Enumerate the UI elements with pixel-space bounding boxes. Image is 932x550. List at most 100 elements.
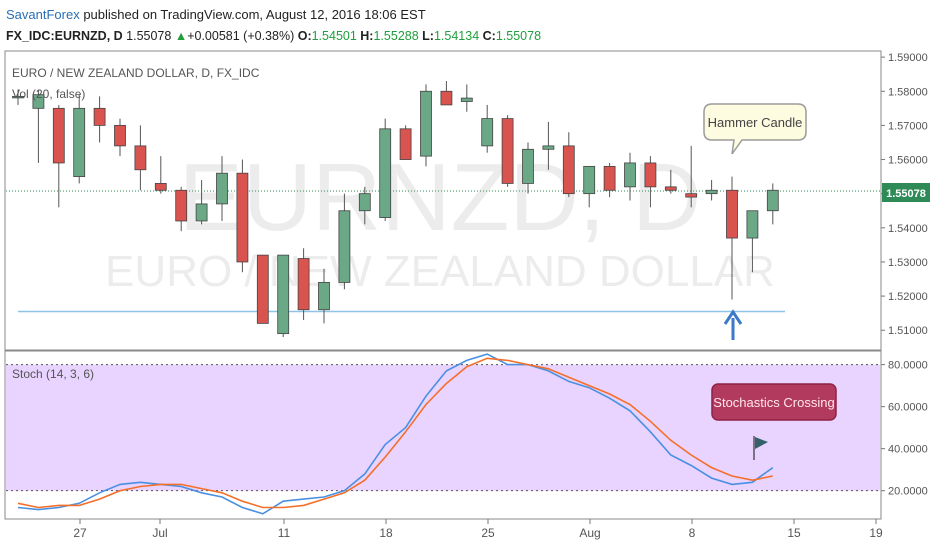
candle [603, 162, 616, 198]
watermark-symbol: EURNZD, D [179, 144, 702, 251]
last-price-tag [882, 183, 930, 202]
candle-body [726, 189, 738, 239]
high-value: 1.55288 [373, 29, 419, 43]
candle [624, 152, 636, 201]
candle-body [664, 186, 677, 191]
candle [93, 96, 106, 143]
time-tick-label: 18 [379, 526, 393, 540]
price-tick-label: 1.57000 [888, 120, 928, 132]
hammer-candle-callout [703, 103, 807, 155]
stoch-axis: 20.0000 40.0000 60.0000 80.0000 [881, 360, 928, 498]
candle-body [154, 183, 167, 191]
candle [12, 89, 24, 105]
price-tick-label: 1.59000 [888, 52, 928, 64]
candle-body [420, 90, 432, 157]
candle-body [603, 165, 616, 191]
candle-body [522, 148, 534, 184]
chart-area[interactable]: EURNZD, D EURO / NEW ZEALAND DOLLAR EURO… [0, 48, 932, 550]
stoch-tick-label: 60.0000 [888, 402, 928, 414]
candle [501, 115, 514, 187]
price-tick-label: 1.51000 [888, 325, 928, 337]
candle [481, 104, 494, 153]
publish-line: SavantForex published on TradingView.com… [6, 4, 426, 26]
symbol-label: FX_IDC:EURNZD, D [6, 29, 123, 43]
candle [562, 132, 575, 198]
candle-body [501, 118, 514, 184]
price-tick-label: 1.54000 [888, 223, 928, 235]
price-tick-label: 1.58000 [888, 86, 928, 98]
candle-body [583, 165, 596, 195]
candle-body [685, 193, 698, 198]
candle-body [318, 282, 330, 311]
change-up-icon: ▲ [174, 29, 188, 43]
arrow-up-icon [723, 309, 743, 340]
candle-body [746, 210, 759, 239]
candle-body [481, 118, 494, 147]
candle [542, 121, 555, 170]
hammer-candle-label: Hammer Candle [708, 115, 803, 130]
candle [440, 81, 453, 106]
candle-body [134, 145, 147, 171]
candle-body [358, 193, 371, 212]
watermark-name: EURO / NEW ZEALAND DOLLAR [105, 247, 775, 296]
candle-body [766, 189, 779, 212]
price-tick-label: 1.52000 [888, 291, 928, 303]
candle [379, 118, 392, 221]
candle-body [32, 94, 45, 109]
candle [420, 84, 432, 167]
candle-body [93, 107, 106, 126]
candle [195, 180, 208, 225]
last-price: 1.55078 [126, 29, 172, 43]
price-pane-title: EURO / NEW ZEALAND DOLLAR, D, FX_IDC [12, 66, 260, 80]
stoch-tick-label: 20.0000 [888, 486, 928, 498]
candle [664, 169, 677, 194]
candle [175, 186, 188, 232]
time-tick-label: 19 [869, 526, 883, 540]
open-value: 1.54501 [311, 29, 357, 43]
time-tick-label: Jul [152, 526, 167, 540]
price-pane-frame [4, 50, 882, 351]
candle-body [114, 124, 126, 147]
candle-body [12, 95, 24, 99]
volume-indicator-label: Vol (20, false) [12, 87, 85, 101]
candles-group [12, 81, 779, 338]
candle [705, 180, 718, 201]
author-link[interactable]: SavantForex [6, 7, 80, 22]
candle-body [175, 189, 188, 222]
candle [114, 118, 126, 157]
candle-body [460, 97, 473, 102]
stoch-pane-frame [4, 350, 882, 520]
candle-body [297, 258, 310, 311]
flag-icon [753, 436, 768, 460]
candle [256, 254, 269, 324]
candle [216, 156, 228, 221]
candle-body [542, 145, 555, 150]
candle [318, 268, 330, 324]
close-label: C: [482, 29, 496, 43]
open-label: O: [297, 29, 312, 43]
candle-body [624, 162, 636, 188]
stoch-d-line [17, 357, 773, 509]
candle-body [236, 172, 249, 263]
candle-body [216, 172, 228, 205]
candle [522, 142, 534, 194]
candle-body [195, 203, 208, 222]
candle-body [52, 107, 65, 164]
candle [685, 145, 698, 208]
low-value: 1.54134 [433, 29, 480, 43]
candle [358, 186, 371, 225]
published-text: published on TradingView.com, August 12,… [83, 7, 426, 22]
stochastics-crossing-label: Stochastics Crossing [713, 395, 834, 410]
candle [236, 159, 249, 273]
candle-body [277, 254, 290, 335]
change-value: +0.00581 (+0.38%) [187, 29, 295, 43]
candle-body [399, 128, 412, 160]
candle-body [440, 90, 453, 106]
candle [277, 254, 290, 338]
candle [52, 104, 65, 208]
candle-body [338, 210, 351, 283]
last-price-tag-text: 1.55078 [886, 188, 926, 200]
time-tick-label: 11 [278, 526, 291, 540]
candle [32, 89, 45, 163]
candle [297, 248, 310, 320]
